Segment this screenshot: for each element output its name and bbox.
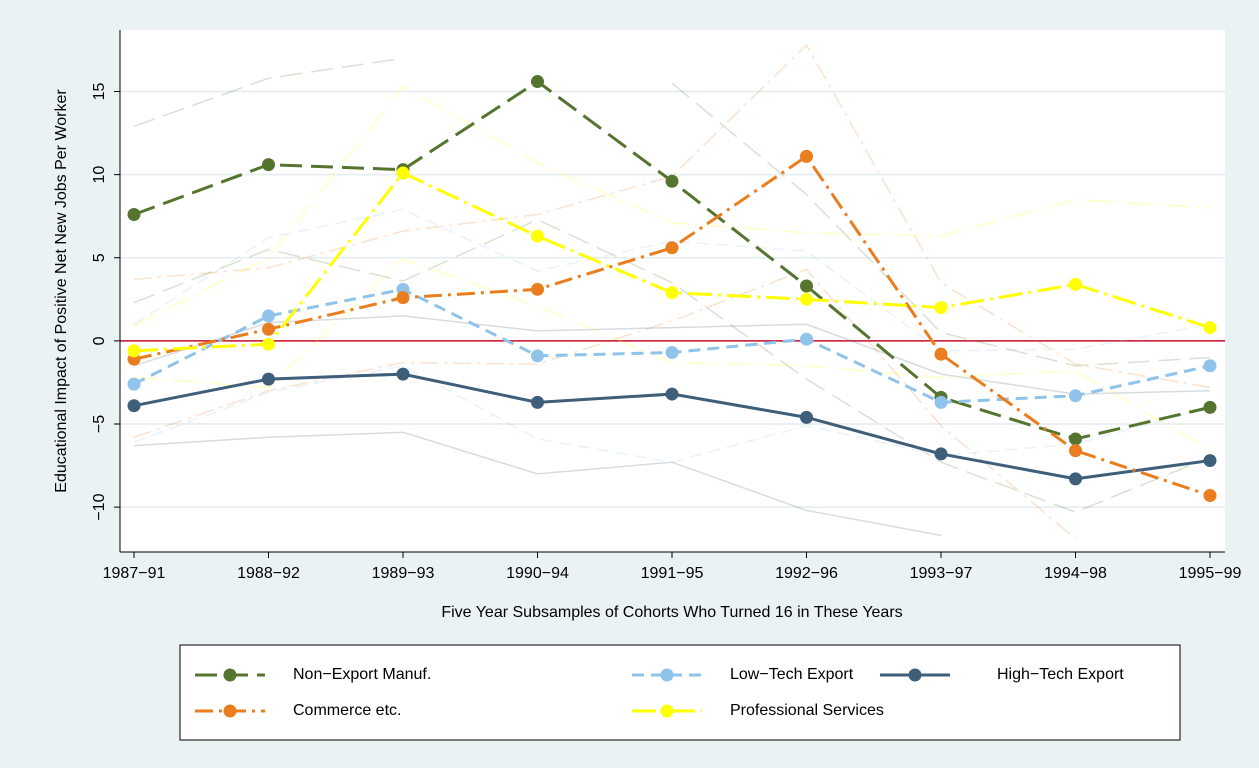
point (1069, 472, 1082, 486)
point (262, 372, 275, 386)
point (1203, 454, 1217, 468)
legend-label: Commerce etc. (293, 702, 401, 719)
ci-line (133, 218, 1211, 513)
point (665, 241, 679, 255)
legend-marker (223, 704, 237, 718)
point (127, 208, 141, 222)
point (531, 349, 544, 363)
point (396, 291, 410, 305)
point (1069, 432, 1082, 446)
point (934, 301, 948, 315)
x-tick-label: 1994−98 (1044, 565, 1107, 582)
point (531, 229, 544, 243)
point (800, 410, 813, 424)
y-tick-label: 5 (91, 253, 108, 262)
series-line (133, 154, 1211, 497)
point (665, 286, 679, 300)
legend-label: Professional Services (730, 702, 884, 719)
point (127, 399, 141, 413)
ci-line (133, 43, 1211, 389)
x-tick-label: 1991−95 (641, 565, 704, 582)
point (262, 337, 275, 351)
point (800, 279, 813, 293)
point (531, 395, 544, 409)
y-tick-label: −5 (91, 415, 108, 433)
ci-line (133, 268, 1076, 540)
y-tick-label: 0 (91, 336, 108, 345)
point (127, 377, 141, 391)
x-tick-label: 1988−92 (237, 565, 300, 582)
point (1203, 321, 1217, 335)
y-tick-label: 10 (91, 166, 108, 184)
ci-line (133, 208, 1211, 352)
point (531, 75, 544, 89)
point (1203, 359, 1217, 373)
ci-line (133, 57, 1211, 367)
point (262, 322, 275, 336)
point (396, 166, 410, 180)
legend-label: Low−Tech Export (730, 666, 854, 683)
x-tick-label: 1989−93 (372, 565, 435, 582)
point (1069, 444, 1082, 458)
x-tick-label: 1993−97 (910, 565, 973, 582)
point (800, 292, 813, 306)
legend-marker (908, 668, 922, 682)
legend-marker (660, 668, 674, 682)
y-tick-label: 15 (91, 83, 108, 101)
point (800, 149, 813, 163)
legend-marker (223, 668, 237, 682)
point (665, 174, 679, 188)
ci-line (133, 258, 1211, 452)
point (665, 346, 679, 360)
point (1203, 400, 1217, 414)
point (262, 158, 275, 172)
legend-marker (660, 704, 674, 718)
point (1069, 277, 1082, 291)
ci-line (133, 85, 1211, 327)
point (934, 395, 948, 409)
legend-label: Non−Export Manuf. (293, 666, 431, 683)
point (531, 282, 544, 296)
point (665, 387, 679, 401)
point (934, 447, 948, 461)
point (934, 347, 948, 361)
ci-line (133, 315, 1211, 395)
ci-line (133, 431, 942, 537)
legend-label: High−Tech Export (997, 666, 1124, 683)
point (127, 344, 141, 358)
x-tick-label: 1987−91 (103, 565, 166, 582)
point (800, 332, 813, 346)
point (262, 309, 275, 323)
x-axis-title: Five Year Subsamples of Cohorts Who Turn… (441, 604, 902, 621)
y-tick-label: −10 (91, 493, 108, 520)
legend (179, 644, 1181, 741)
point (1203, 488, 1217, 502)
point (1069, 389, 1082, 403)
x-tick-label: 1990−94 (506, 565, 569, 582)
ci-line (133, 365, 1211, 463)
x-tick-label: 1992−96 (775, 565, 838, 582)
y-axis-title: Educational Impact of Positive Net New J… (53, 89, 70, 493)
point (396, 367, 410, 381)
x-tick-label: 1995−99 (1179, 565, 1242, 582)
